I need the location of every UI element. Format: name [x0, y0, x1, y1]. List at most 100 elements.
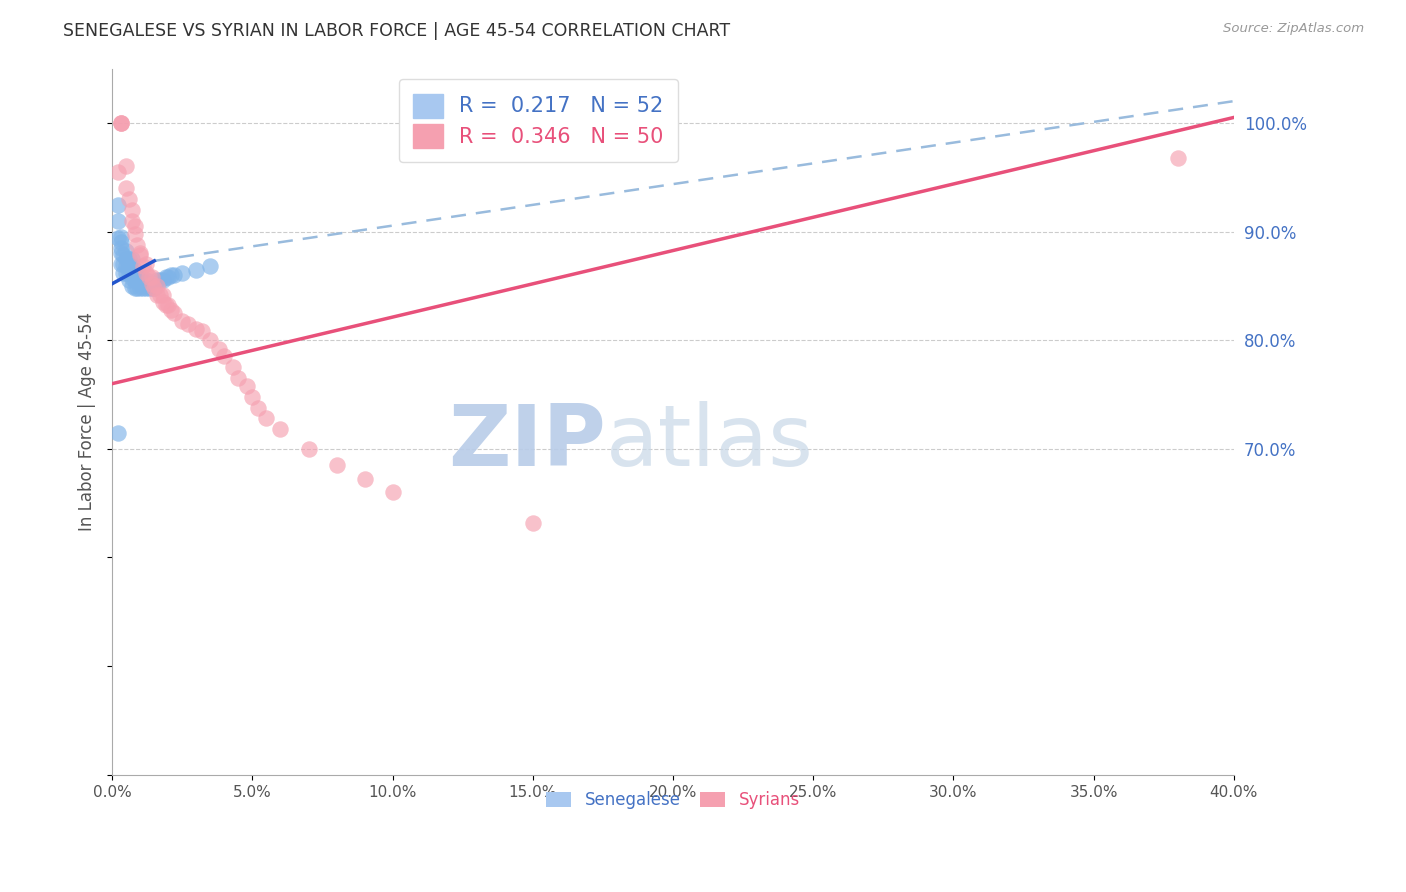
Point	[138, 270, 160, 285]
Point	[172, 313, 194, 327]
Text: ZIP: ZIP	[449, 401, 606, 484]
Point	[127, 281, 149, 295]
Point	[124, 281, 146, 295]
Point	[146, 273, 169, 287]
Point	[1167, 151, 1189, 165]
Point	[163, 306, 186, 320]
Point	[177, 317, 200, 331]
Point	[143, 281, 166, 295]
Point	[141, 277, 163, 291]
Point	[121, 252, 143, 266]
Point	[129, 268, 152, 282]
Point	[208, 342, 231, 356]
Point	[110, 116, 132, 130]
Point	[242, 390, 264, 404]
Point	[160, 268, 183, 282]
Point	[132, 275, 155, 289]
Point	[247, 401, 270, 415]
Point	[353, 472, 375, 486]
Point	[146, 287, 169, 301]
Point	[118, 266, 141, 280]
Point	[110, 116, 132, 130]
Point	[112, 266, 135, 280]
Point	[256, 411, 278, 425]
Point	[127, 268, 149, 282]
Point	[127, 275, 149, 289]
Point	[200, 333, 222, 347]
Point	[522, 516, 544, 530]
Point	[191, 325, 214, 339]
Point	[124, 227, 146, 241]
Point	[135, 257, 157, 271]
Point	[124, 273, 146, 287]
Point	[135, 273, 157, 287]
Point	[141, 281, 163, 295]
Point	[118, 192, 141, 206]
Point	[110, 230, 132, 244]
Point	[115, 244, 138, 258]
Point	[228, 371, 250, 385]
Text: Source: ZipAtlas.com: Source: ZipAtlas.com	[1223, 22, 1364, 36]
Point	[132, 260, 155, 274]
Point	[186, 262, 208, 277]
Point	[115, 181, 138, 195]
Point	[186, 322, 208, 336]
Point	[381, 485, 404, 500]
Point	[107, 165, 129, 179]
Point	[141, 270, 163, 285]
Point	[112, 257, 135, 271]
Point	[138, 281, 160, 295]
Point	[129, 246, 152, 260]
Point	[129, 248, 152, 262]
Point	[124, 268, 146, 282]
Point	[127, 237, 149, 252]
Point	[112, 248, 135, 262]
Point	[107, 231, 129, 245]
Point	[163, 268, 186, 282]
Point	[160, 302, 183, 317]
Point	[115, 260, 138, 274]
Point	[121, 271, 143, 285]
Point	[135, 266, 157, 280]
Point	[325, 458, 347, 472]
Point	[129, 275, 152, 289]
Point	[110, 241, 132, 255]
Point	[110, 235, 132, 250]
Point	[107, 425, 129, 440]
Point	[157, 298, 180, 312]
Point	[157, 270, 180, 285]
Y-axis label: In Labor Force | Age 45-54: In Labor Force | Age 45-54	[79, 312, 96, 531]
Point	[152, 273, 174, 287]
Point	[155, 298, 177, 312]
Point	[124, 219, 146, 233]
Point	[118, 260, 141, 274]
Point	[115, 159, 138, 173]
Point	[110, 246, 132, 260]
Point	[149, 273, 172, 287]
Text: SENEGALESE VS SYRIAN IN LABOR FORCE | AGE 45-54 CORRELATION CHART: SENEGALESE VS SYRIAN IN LABOR FORCE | AG…	[63, 22, 730, 40]
Point	[107, 198, 129, 212]
Point	[121, 202, 143, 217]
Point	[129, 281, 152, 295]
Point	[121, 213, 143, 227]
Point	[155, 270, 177, 285]
Point	[121, 260, 143, 274]
Point	[135, 281, 157, 295]
Point	[152, 287, 174, 301]
Point	[297, 442, 319, 456]
Point	[200, 260, 222, 274]
Point	[152, 295, 174, 310]
Point	[124, 262, 146, 277]
Point	[146, 278, 169, 293]
Text: atlas: atlas	[606, 401, 814, 484]
Point	[115, 266, 138, 280]
Point	[149, 287, 172, 301]
Point	[236, 379, 259, 393]
Legend: Senegalese, Syrians: Senegalese, Syrians	[540, 785, 807, 816]
Point	[222, 360, 245, 375]
Point	[110, 116, 132, 130]
Point	[107, 213, 129, 227]
Point	[143, 281, 166, 295]
Point	[121, 266, 143, 280]
Point	[172, 266, 194, 280]
